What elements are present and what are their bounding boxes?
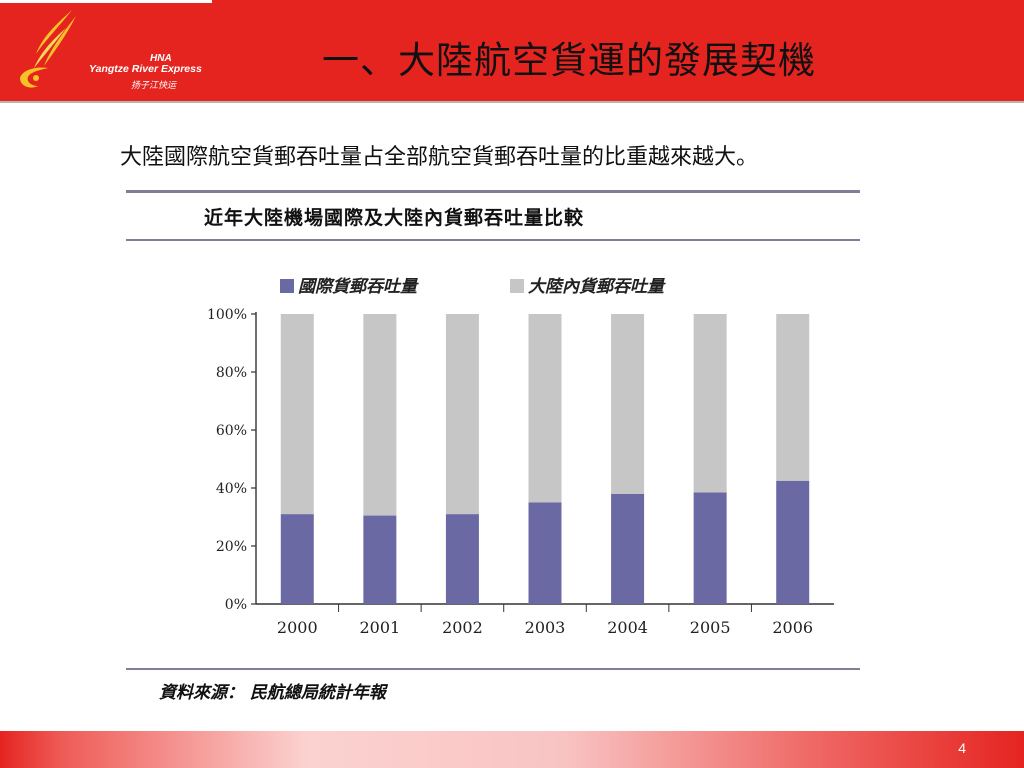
bar-international — [363, 515, 397, 604]
phoenix-logo-icon — [20, 10, 76, 88]
legend-domestic-label: 大陸內貨郵吞吐量 — [528, 277, 664, 297]
company-logo: HNA Yangtze River Express 扬子江快运 — [14, 8, 214, 94]
logo-chinese-name: 扬子江快运 — [131, 81, 177, 91]
bar-domestic — [445, 314, 479, 515]
y-tick-label: 20% — [216, 539, 247, 555]
bar-domestic — [776, 314, 810, 481]
legend-international-swatch — [280, 279, 294, 293]
slide-title: 一、大陸航空貨運的發展契機 — [322, 39, 816, 82]
x-tick-label: 2006 — [772, 618, 813, 637]
bar-domestic — [280, 314, 314, 515]
x-tick-label: 2001 — [359, 618, 400, 637]
bar-international — [445, 514, 479, 604]
header-accent-strip — [0, 0, 212, 3]
bar-domestic — [611, 314, 645, 494]
bar-international — [776, 480, 810, 604]
chart-source: 資料來源： 民航總局統計年報 — [159, 683, 386, 703]
footer-bar: 4 — [0, 731, 1024, 768]
x-tick-label: 2004 — [607, 618, 648, 637]
logo-hna-text: HNA — [150, 53, 172, 64]
x-tick-label: 2003 — [525, 618, 566, 637]
x-tick-label: 2000 — [277, 618, 318, 637]
y-tick-label: 100% — [207, 307, 247, 323]
y-tick-label: 0% — [225, 597, 247, 613]
y-tick-label: 80% — [216, 365, 247, 381]
x-tick-label: 2005 — [690, 618, 731, 637]
header-divider — [0, 101, 1024, 103]
figure-top-rule — [126, 190, 860, 193]
chart-title: 近年大陸機場國際及大陸內貨郵吞吐量比較 — [204, 207, 585, 229]
chart-figure: 近年大陸機場國際及大陸內貨郵吞吐量比較 國際貨郵吞吐量 大陸內貨郵吞吐量 0% 2… — [126, 186, 864, 706]
legend-domestic: 大陸內貨郵吞吐量 — [510, 272, 664, 297]
bar-international — [280, 514, 314, 604]
bar-domestic — [363, 314, 397, 516]
bar-international — [528, 502, 562, 604]
legend-international: 國際貨郵吞吐量 — [280, 272, 417, 297]
y-tick-label: 40% — [216, 481, 247, 497]
legend-international-label: 國際貨郵吞吐量 — [298, 277, 417, 297]
bar-domestic — [528, 314, 562, 503]
stacked-bar-chart: 0% 20% 40% 60% 80% 100% 2000 2001 2002 2003 2004 20… — [207, 307, 834, 637]
page-number: 4 — [958, 740, 966, 756]
logo-english-name: Yangtze River Express — [89, 63, 202, 75]
header-bar: HNA Yangtze River Express 扬子江快运 一、大陸航空貨運… — [0, 0, 1024, 101]
y-tick-label: 60% — [216, 423, 247, 439]
bar-international — [611, 493, 645, 604]
bar-international — [693, 492, 727, 604]
legend-domestic-swatch — [510, 279, 524, 293]
figure-title-rule — [126, 239, 860, 241]
bar-domestic — [693, 314, 727, 493]
figure-bottom-rule — [126, 668, 860, 670]
x-tick-label: 2002 — [442, 618, 483, 637]
slide-subtitle: 大陸國際航空貨郵吞吐量占全部航空貨郵吞吐量的比重越來越大。 — [120, 145, 759, 170]
